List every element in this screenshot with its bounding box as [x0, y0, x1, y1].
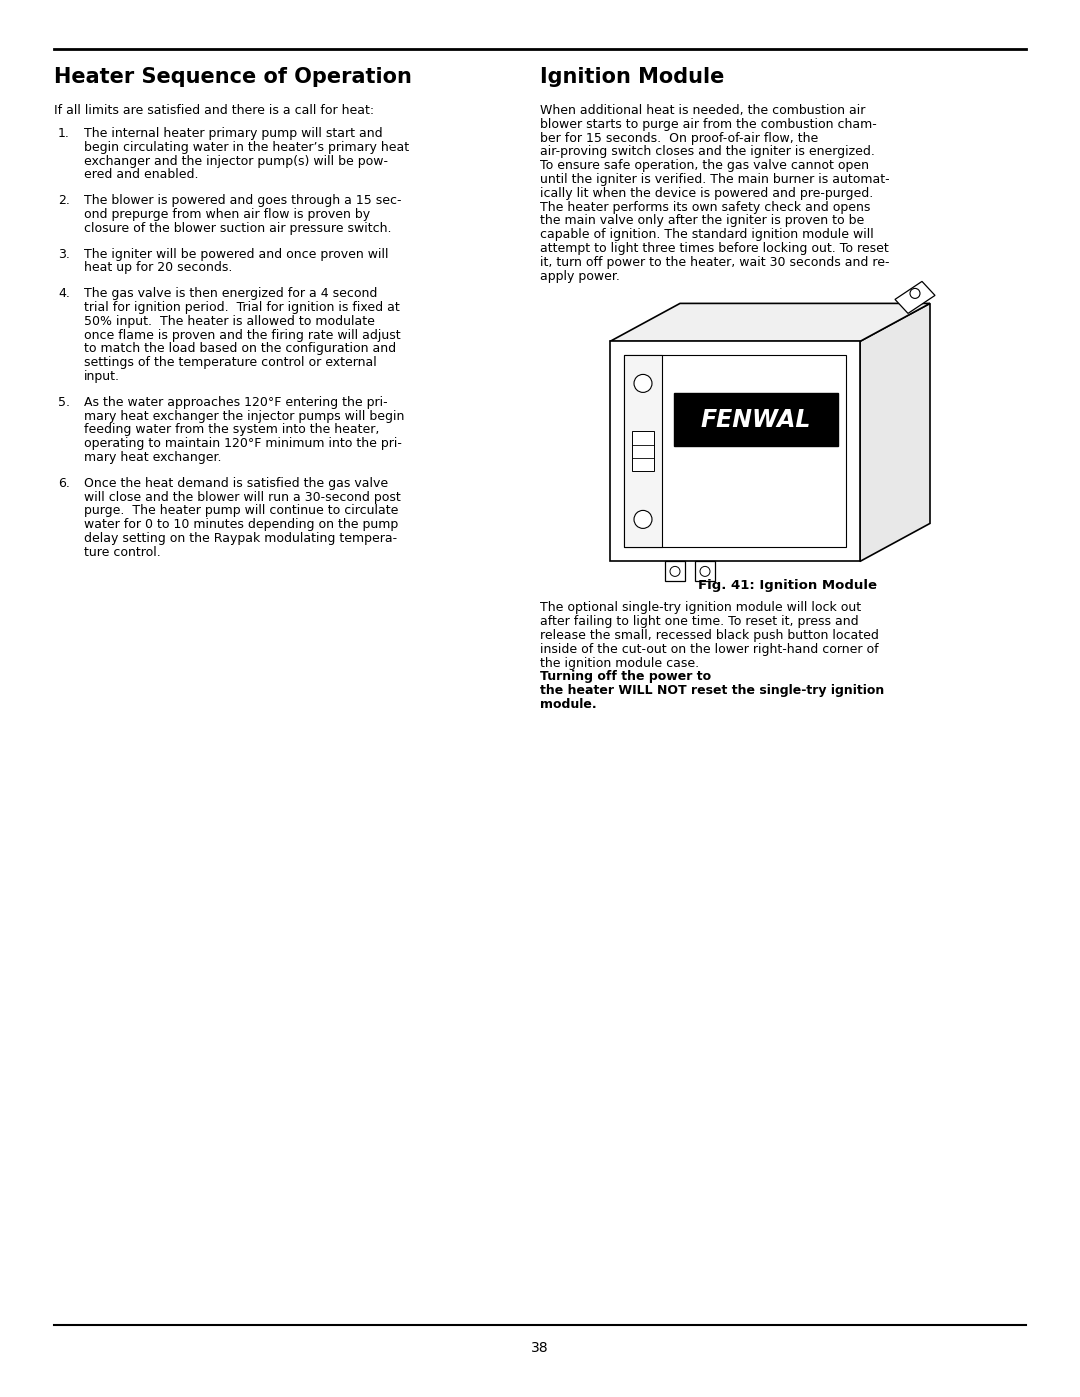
- Text: settings of the temperature control or external: settings of the temperature control or e…: [84, 356, 377, 369]
- Text: blower starts to purge air from the combustion cham-: blower starts to purge air from the comb…: [540, 117, 877, 131]
- Text: exchanger and the injector pump(s) will be pow-: exchanger and the injector pump(s) will …: [84, 155, 388, 168]
- Text: input.: input.: [84, 370, 120, 383]
- Text: Fig. 41: Ignition Module: Fig. 41: Ignition Module: [699, 580, 877, 592]
- Circle shape: [700, 566, 710, 577]
- Circle shape: [910, 288, 920, 299]
- Circle shape: [670, 566, 680, 577]
- Text: after failing to light one time. To reset it, press and: after failing to light one time. To rese…: [540, 615, 859, 629]
- Text: mary heat exchanger.: mary heat exchanger.: [84, 451, 221, 464]
- Text: until the igniter is verified. The main burner is automat-: until the igniter is verified. The main …: [540, 173, 890, 186]
- Text: heat up for 20 seconds.: heat up for 20 seconds.: [84, 261, 232, 274]
- Polygon shape: [674, 394, 838, 447]
- Text: air-proving switch closes and the igniter is energized.: air-proving switch closes and the ignite…: [540, 145, 875, 158]
- Bar: [665, 562, 685, 581]
- Text: feeding water from the system into the heater,: feeding water from the system into the h…: [84, 423, 379, 436]
- Text: water for 0 to 10 minutes depending on the pump: water for 0 to 10 minutes depending on t…: [84, 518, 399, 531]
- Text: 2.: 2.: [58, 194, 70, 207]
- Text: The internal heater primary pump will start and: The internal heater primary pump will st…: [84, 127, 382, 140]
- Text: module.: module.: [540, 698, 596, 711]
- Text: ered and enabled.: ered and enabled.: [84, 169, 199, 182]
- Text: delay setting on the Raypak modulating tempera-: delay setting on the Raypak modulating t…: [84, 532, 397, 545]
- Text: To ensure safe operation, the gas valve cannot open: To ensure safe operation, the gas valve …: [540, 159, 869, 172]
- Text: capable of ignition. The standard ignition module will: capable of ignition. The standard igniti…: [540, 228, 874, 242]
- Text: operating to maintain 120°F minimum into the pri-: operating to maintain 120°F minimum into…: [84, 437, 402, 450]
- Text: 5.: 5.: [58, 395, 70, 409]
- Text: closure of the blower suction air pressure switch.: closure of the blower suction air pressu…: [84, 222, 391, 235]
- Text: The igniter will be powered and once proven will: The igniter will be powered and once pro…: [84, 247, 389, 261]
- Text: The blower is powered and goes through a 15 sec-: The blower is powered and goes through a…: [84, 194, 402, 207]
- Polygon shape: [610, 303, 930, 341]
- Text: The gas valve is then energized for a 4 second: The gas valve is then energized for a 4 …: [84, 288, 377, 300]
- Text: 38: 38: [531, 1341, 549, 1355]
- Text: If all limits are satisfied and there is a call for heat:: If all limits are satisfied and there is…: [54, 103, 374, 117]
- Text: The heater performs its own safety check and opens: The heater performs its own safety check…: [540, 201, 870, 214]
- Circle shape: [634, 510, 652, 528]
- Circle shape: [634, 374, 652, 393]
- Text: When additional heat is needed, the combustion air: When additional heat is needed, the comb…: [540, 103, 865, 117]
- Text: the ignition module case.: the ignition module case.: [540, 657, 703, 669]
- Text: the heater WILL NOT reset the single-try ignition: the heater WILL NOT reset the single-try…: [540, 685, 885, 697]
- Text: to match the load based on the configuration and: to match the load based on the configura…: [84, 342, 396, 355]
- Polygon shape: [860, 303, 930, 562]
- Polygon shape: [624, 355, 846, 548]
- Text: release the small, recessed black push button located: release the small, recessed black push b…: [540, 629, 879, 643]
- Text: Heater Sequence of Operation: Heater Sequence of Operation: [54, 67, 411, 87]
- Text: Ignition Module: Ignition Module: [540, 67, 725, 87]
- Text: ond prepurge from when air flow is proven by: ond prepurge from when air flow is prove…: [84, 208, 370, 221]
- Text: ber for 15 seconds.  On proof-of-air flow, the: ber for 15 seconds. On proof-of-air flow…: [540, 131, 819, 145]
- Text: 6.: 6.: [58, 476, 70, 490]
- Text: 4.: 4.: [58, 288, 70, 300]
- Text: As the water approaches 120°F entering the pri-: As the water approaches 120°F entering t…: [84, 395, 388, 409]
- Text: inside of the cut-out on the lower right-hand corner of: inside of the cut-out on the lower right…: [540, 643, 879, 655]
- Bar: [696, 562, 715, 581]
- Text: the main valve only after the igniter is proven to be: the main valve only after the igniter is…: [540, 214, 864, 228]
- Text: Once the heat demand is satisfied the gas valve: Once the heat demand is satisfied the ga…: [84, 476, 388, 490]
- Text: it, turn off power to the heater, wait 30 seconds and re-: it, turn off power to the heater, wait 3…: [540, 256, 890, 268]
- Polygon shape: [610, 341, 860, 562]
- Text: 1.: 1.: [58, 127, 70, 140]
- Text: 3.: 3.: [58, 247, 70, 261]
- Text: ture control.: ture control.: [84, 546, 161, 559]
- Text: will close and the blower will run a 30-second post: will close and the blower will run a 30-…: [84, 490, 401, 503]
- Text: FENWAL: FENWAL: [701, 408, 811, 432]
- Text: purge.  The heater pump will continue to circulate: purge. The heater pump will continue to …: [84, 504, 399, 517]
- Text: ically lit when the device is powered and pre-purged.: ically lit when the device is powered an…: [540, 187, 874, 200]
- Text: Turning off the power to: Turning off the power to: [540, 671, 711, 683]
- Text: once flame is proven and the firing rate will adjust: once flame is proven and the firing rate…: [84, 328, 401, 342]
- Text: 50% input.  The heater is allowed to modulate: 50% input. The heater is allowed to modu…: [84, 314, 375, 328]
- Text: apply power.: apply power.: [540, 270, 620, 282]
- Text: The optional single-try ignition module will lock out: The optional single-try ignition module …: [540, 601, 861, 615]
- Bar: [632, 432, 654, 471]
- Polygon shape: [895, 281, 935, 313]
- Text: begin circulating water in the heater’s primary heat: begin circulating water in the heater’s …: [84, 141, 409, 154]
- Text: attempt to light three times before locking out. To reset: attempt to light three times before lock…: [540, 242, 889, 256]
- Text: mary heat exchanger the injector pumps will begin: mary heat exchanger the injector pumps w…: [84, 409, 404, 423]
- Text: trial for ignition period.  Trial for ignition is fixed at: trial for ignition period. Trial for ign…: [84, 300, 400, 314]
- Polygon shape: [624, 355, 662, 548]
